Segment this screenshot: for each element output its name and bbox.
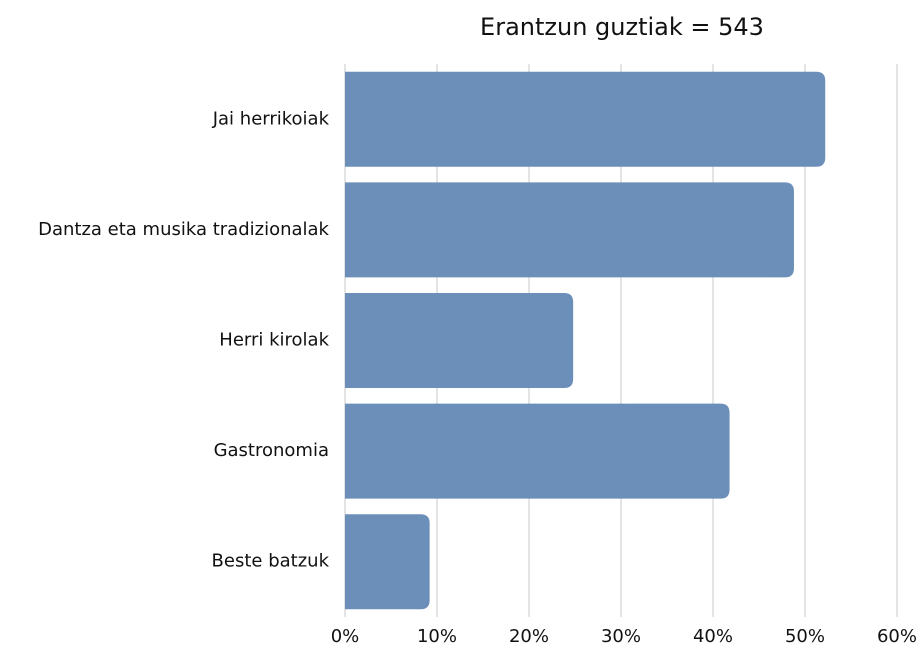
x-tick-label: 60% bbox=[877, 626, 917, 645]
y-tick-label: Dantza eta musika tradizionalak bbox=[38, 219, 329, 240]
bar bbox=[345, 182, 794, 278]
x-tick-label: 50% bbox=[785, 626, 825, 645]
x-tick-label: 20% bbox=[509, 626, 549, 645]
bar bbox=[345, 293, 574, 388]
x-tick-label: 40% bbox=[693, 626, 733, 645]
y-tick-label: Gastronomia bbox=[214, 440, 329, 461]
y-tick-label: Herri kirolak bbox=[219, 330, 329, 351]
chart-title: Erantzun guztiak = 543 bbox=[480, 13, 764, 41]
x-tick-label: 0% bbox=[331, 626, 360, 645]
x-tick-label: 10% bbox=[417, 626, 457, 645]
x-tick-label: 30% bbox=[601, 626, 641, 645]
bar bbox=[345, 403, 730, 499]
y-tick-label: Beste batzuk bbox=[212, 551, 330, 572]
bar bbox=[345, 71, 826, 167]
y-tick-label: Jai herrikoiak bbox=[212, 108, 330, 129]
bar bbox=[345, 514, 430, 610]
